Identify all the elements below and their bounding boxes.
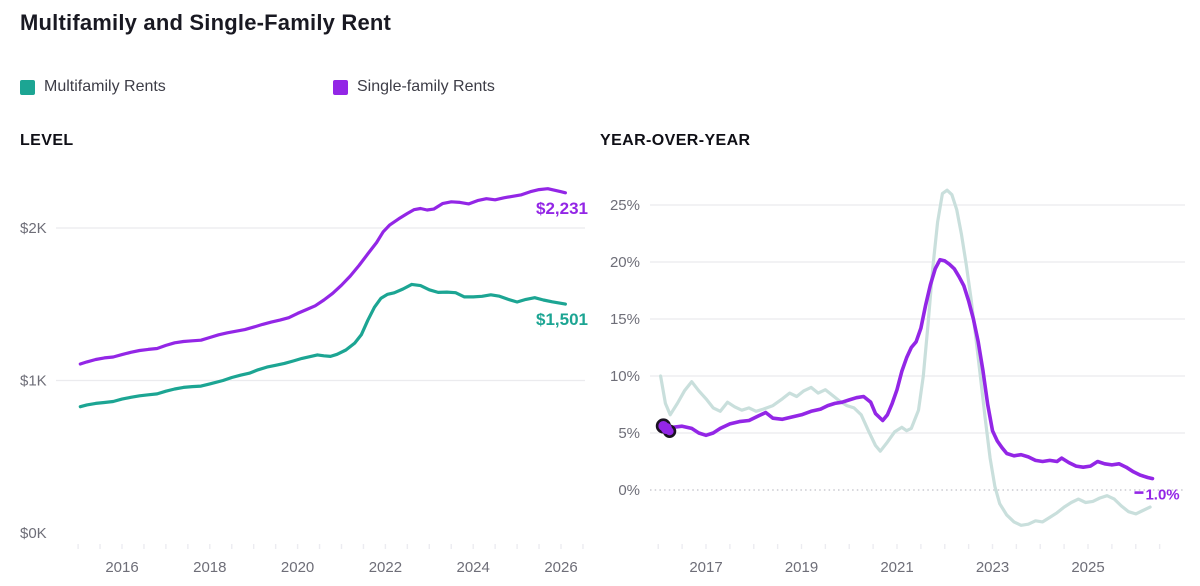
legend-label-multifamily: Multifamily Rents	[44, 78, 166, 95]
page-title: Multifamily and Single-Family Rent	[20, 10, 392, 35]
legend-item-single-family: Single-family Rents	[333, 78, 495, 96]
y-axis-tick-label: $0K	[20, 525, 47, 542]
legend-label-single-family: Single-family Rents	[357, 78, 495, 95]
x-axis-tick-label: 2017	[689, 559, 722, 576]
y-axis-tick-label: $2K	[20, 220, 47, 237]
series-line-single-family	[658, 257, 1155, 481]
x-axis-tick-label: 2016	[105, 559, 138, 576]
y-axis-tick-label: 25%	[610, 197, 640, 214]
level-chart-heading: LEVEL	[20, 132, 74, 149]
x-axis-tick-label: 2026	[544, 559, 577, 576]
series-line-multifamily	[78, 282, 567, 409]
x-axis-tick-label: 2018	[193, 559, 226, 576]
x-axis-tick-label: 2024	[457, 559, 490, 576]
multifamily-swatch-icon	[20, 79, 35, 95]
y-axis-tick-label: 20%	[610, 254, 640, 271]
x-axis-tick-label: 2019	[785, 559, 818, 576]
x-axis-tick-label: 2021	[880, 559, 913, 576]
yoy-chart-heading: YEAR-OVER-YEAR	[600, 132, 751, 149]
y-axis-tick-label: $1K	[20, 373, 47, 390]
x-axis-tick-label: 2020	[281, 559, 314, 576]
legend-item-multifamily: Multifamily Rents	[20, 78, 166, 96]
y-axis-tick-label: 10%	[610, 368, 640, 385]
legend: Multifamily Rents Single-family Rents	[0, 78, 1200, 100]
y-axis-tick-label: 5%	[618, 425, 640, 442]
y-axis-tick-label: 0%	[618, 482, 640, 499]
x-axis-tick-label: 2025	[1071, 559, 1104, 576]
series-start-marker	[660, 422, 672, 434]
y-axis-tick-label: 15%	[610, 311, 640, 328]
series-line-single-family	[78, 187, 567, 366]
yoy-chart: 0% 5% 10% 15% 20% 25% 2017 2019 2021 2023 2025 1.0%	[610, 188, 1185, 576]
series-end-value-label: 1.0%	[1145, 487, 1179, 504]
single-family-swatch-icon	[333, 79, 348, 95]
series-end-value-label: $2,231	[536, 199, 588, 218]
x-axis-tick-label: 2023	[976, 559, 1009, 576]
series-end-value-label: $1,501	[536, 310, 588, 329]
x-axis-tick-label: 2022	[369, 559, 402, 576]
level-chart: $0K $1K $2K 2016 2018 2020 2022 2024 2026 $1,501 $…	[20, 187, 588, 576]
series-line-multifamily	[659, 188, 1152, 527]
